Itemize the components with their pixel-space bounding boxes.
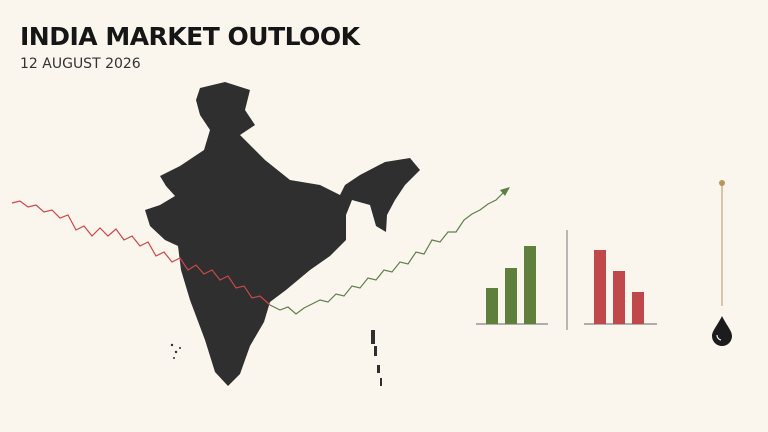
red-bar: [594, 250, 606, 324]
green-bar: [486, 288, 498, 324]
india-map: [145, 82, 420, 386]
green-bar: [524, 246, 536, 324]
green-bar: [505, 268, 517, 324]
oil-drop: [712, 316, 732, 346]
red-bar: [613, 271, 625, 324]
date: 12 AUGUST 2026: [20, 56, 141, 72]
oil-drop-shine: [716, 334, 722, 341]
rising-line: [269, 191, 505, 315]
islands: [170, 330, 382, 386]
red-bar: [632, 292, 644, 324]
arrow-head: [500, 187, 510, 196]
title: INDIA MARKET OUTLOOK: [20, 22, 360, 51]
oil-dot: [719, 180, 725, 186]
falling-line: [11, 200, 271, 306]
